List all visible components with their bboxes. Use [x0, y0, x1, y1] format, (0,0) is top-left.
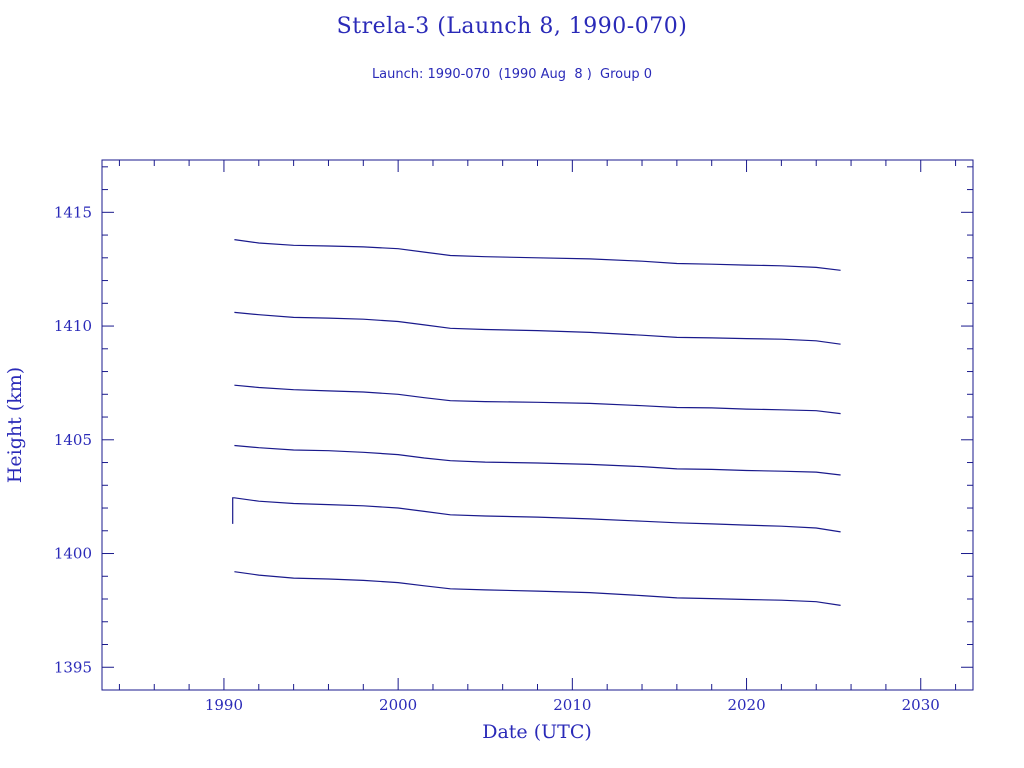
tick-marks [102, 160, 973, 691]
y-tick-label: 1405 [54, 431, 92, 449]
x-axis-label: Date (UTC) [482, 721, 592, 743]
series-line-2 [234, 311, 841, 345]
x-tick-label: 2010 [553, 696, 591, 714]
series-line-5 [232, 497, 841, 533]
x-tick-label: 2030 [902, 696, 940, 714]
series-line-1 [234, 239, 841, 271]
series-line-6 [234, 571, 841, 606]
y-tick-label: 1415 [54, 203, 92, 221]
x-tick-label: 2000 [379, 696, 417, 714]
x-tick-label: 1990 [205, 696, 243, 714]
series-line-4 [234, 444, 841, 476]
series-line-3 [234, 384, 841, 415]
y-tick-label: 1410 [54, 317, 92, 335]
series-group [232, 239, 841, 606]
chart-title: Strela-3 (Launch 8, 1990-070) [336, 14, 688, 39]
y-tick-label: 1400 [54, 545, 92, 563]
y-axis-label: Height (km) [4, 367, 26, 483]
plot-frame [101, 159, 974, 691]
x-tick-label: 2020 [727, 696, 765, 714]
chart-subtitle: Launch: 1990-070 (1990 Aug 8 ) Group 0 [371, 67, 653, 82]
y-tick-label: 1395 [54, 658, 92, 676]
tick-labels: 1990 2000 2010 2020 2030 1395 1400 1405 1410 1415 [54, 203, 940, 714]
